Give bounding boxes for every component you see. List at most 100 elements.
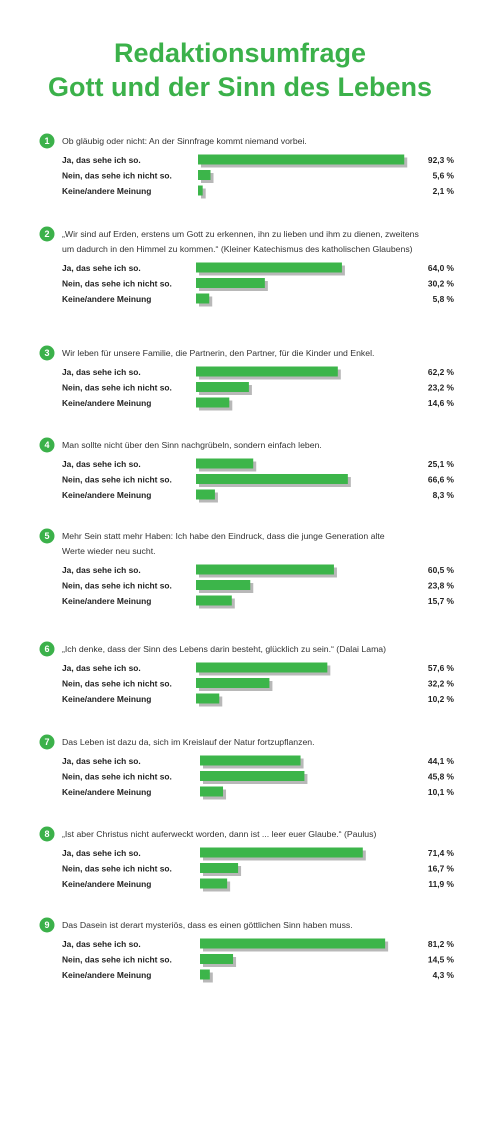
question-text: „Wir sind auf Erden, erstens um Gott zu … (62, 229, 420, 239)
bar (198, 185, 203, 196)
bar (200, 954, 234, 964)
question-text: Werte wieder neu sucht. (62, 546, 156, 556)
title-line-2: Gott und der Sinn des Lebens (47, 72, 433, 102)
question-text: Das Dasein ist derart mysteriös, dass es… (62, 920, 353, 930)
data-label: 57,6 % (428, 663, 455, 673)
category-label: Keine/andere Meinung (62, 294, 151, 304)
data-label: 71,4 % (428, 848, 455, 858)
data-label: 66,6 % (428, 475, 455, 485)
question-number-badge (39, 641, 55, 657)
question-number: 2 (44, 229, 49, 239)
data-label: 4,3 % (433, 970, 455, 980)
bar (196, 693, 220, 704)
data-label: 45,8 % (428, 772, 455, 782)
category-label: Ja, das sehe ich so. (62, 756, 141, 766)
category-label: Nein, das sehe ich nicht so. (62, 475, 172, 485)
question-number-badge (39, 734, 55, 750)
question-number: 4 (44, 440, 49, 450)
bar (196, 293, 210, 304)
category-label: Keine/andere Meinung (62, 596, 151, 606)
bar (200, 969, 210, 980)
data-label: 92,3 % (428, 155, 455, 165)
data-label: 23,8 % (428, 581, 455, 591)
data-label: 5,8 % (433, 294, 455, 304)
data-label: 10,1 % (428, 787, 455, 797)
question-number-badge (39, 826, 55, 842)
data-label: 10,2 % (428, 694, 455, 704)
bar (196, 382, 249, 392)
bar (196, 278, 265, 288)
question-number: 6 (44, 644, 49, 654)
data-label: 15,7 % (428, 596, 455, 606)
question-text: Mehr Sein statt mehr Haben: Ich habe den… (62, 531, 385, 541)
question-text: Ob gläubig oder nicht: An der Sinnfrage … (62, 136, 307, 146)
question-number: 3 (44, 348, 49, 358)
bar (200, 771, 305, 781)
category-label: Ja, das sehe ich so. (62, 848, 141, 858)
category-label: Nein, das sehe ich nicht so. (62, 955, 172, 965)
question-text: Das Leben ist dazu da, sich im Kreislauf… (62, 737, 315, 747)
bar (200, 878, 228, 889)
data-label: 2,1 % (433, 186, 455, 196)
data-label: 60,5 % (428, 565, 455, 575)
category-label: Nein, das sehe ich nicht so. (62, 679, 172, 689)
bar (198, 170, 211, 180)
bar (196, 564, 334, 575)
category-label: Ja, das sehe ich so. (62, 263, 141, 273)
question-number: 5 (44, 531, 49, 541)
category-label: Keine/andere Meinung (62, 970, 151, 980)
question-number-badge (39, 917, 55, 933)
bar (198, 154, 405, 165)
category-label: Ja, das sehe ich so. (62, 155, 141, 165)
category-label: Ja, das sehe ich so. (62, 939, 141, 949)
category-label: Nein, das sehe ich nicht so. (62, 772, 172, 782)
data-label: 25,1 % (428, 459, 455, 469)
data-label: 44,1 % (428, 756, 455, 766)
bar (196, 458, 254, 469)
data-label: 5,6 % (433, 171, 455, 181)
question-text: „Ich denke, dass der Sinn des Lebens dar… (62, 644, 386, 654)
bar (196, 397, 230, 408)
bar (196, 595, 232, 606)
question-text: Wir leben für unsere Familie, die Partne… (62, 348, 374, 358)
question-number-badge (39, 528, 55, 544)
bar (200, 938, 386, 949)
bar (200, 786, 224, 797)
category-label: Ja, das sehe ich so. (62, 663, 141, 673)
data-label: 30,2 % (428, 279, 455, 289)
question-number: 9 (44, 920, 49, 930)
data-label: 11,9 % (428, 879, 454, 889)
bar (196, 366, 338, 377)
category-label: Keine/andere Meinung (62, 787, 151, 797)
title-line-1: Redaktionsumfrage (113, 38, 367, 68)
data-label: 14,6 % (428, 398, 455, 408)
category-label: Ja, das sehe ich so. (62, 459, 141, 469)
bar (196, 262, 342, 273)
data-label: 62,2 % (428, 367, 455, 377)
bar (196, 580, 251, 590)
bar (200, 755, 301, 766)
question-number-badge (39, 345, 55, 361)
data-label: 81,2 % (428, 939, 455, 949)
question-number: 1 (44, 136, 49, 146)
question-text: um dadurch in den Himmel zu kommen.“ (Kl… (62, 244, 413, 254)
bar (196, 678, 270, 688)
bar (200, 847, 363, 858)
data-label: 64,0 % (428, 263, 455, 273)
bar (196, 474, 348, 484)
question-text: Man sollte nicht über den Sinn nachgrübe… (62, 440, 322, 450)
question-number-badge (39, 133, 55, 149)
category-label: Nein, das sehe ich nicht so. (62, 864, 172, 874)
question-number: 7 (44, 737, 49, 747)
data-label: 23,2 % (428, 383, 455, 393)
question-number: 8 (44, 829, 49, 839)
question-number-badge (39, 437, 55, 453)
category-label: Nein, das sehe ich nicht so. (62, 279, 172, 289)
page-title: Redaktionsumfrage Gott und der Sinn des … (0, 36, 480, 104)
data-label: 14,5 % (428, 955, 455, 965)
category-label: Ja, das sehe ich so. (62, 565, 141, 575)
data-label: 32,2 % (428, 679, 455, 689)
category-label: Ja, das sehe ich so. (62, 367, 141, 377)
question-number-badge (39, 226, 55, 242)
